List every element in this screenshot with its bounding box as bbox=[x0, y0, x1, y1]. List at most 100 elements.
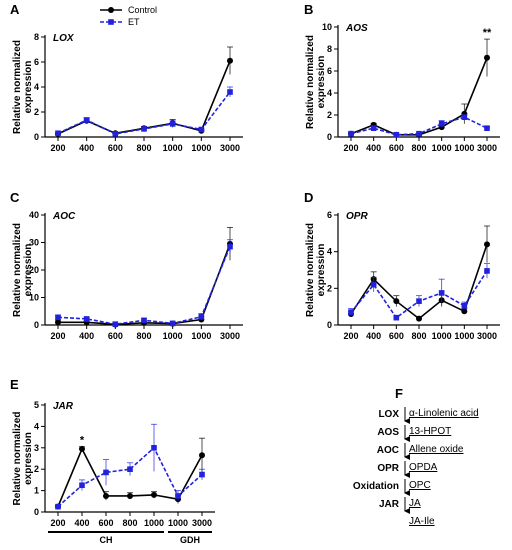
data-point bbox=[484, 125, 490, 131]
data-point bbox=[55, 130, 61, 137]
legend-marker-control bbox=[108, 7, 114, 13]
data-point bbox=[151, 491, 157, 498]
x-tick-label: 1000 bbox=[144, 518, 164, 528]
significance-mark: * bbox=[80, 435, 85, 447]
gene-label: OPR bbox=[346, 211, 368, 222]
y-tick-label: 20 bbox=[29, 265, 39, 275]
series-et bbox=[348, 114, 490, 138]
y-tick-label: 3 bbox=[34, 443, 39, 453]
x-tick-label: 600 bbox=[108, 331, 123, 341]
x-tick-label: 800 bbox=[136, 331, 151, 341]
y-axis-label-line: expression bbox=[23, 432, 34, 485]
x-tick-label: 1000 bbox=[163, 143, 183, 153]
y-tick-label: 0 bbox=[34, 132, 39, 142]
y-tick-label: 10 bbox=[29, 293, 39, 303]
x-tick-label: 200 bbox=[343, 143, 358, 153]
y-axis-label-line: Relative normalized bbox=[305, 223, 316, 317]
pathway-enzyme: OPR bbox=[377, 463, 399, 474]
data-point bbox=[83, 316, 90, 322]
data-point bbox=[393, 298, 400, 305]
x-tick-label: 400 bbox=[366, 331, 381, 341]
data-point bbox=[348, 309, 354, 315]
pathway-enzyme: AOS bbox=[377, 427, 399, 438]
data-point bbox=[175, 493, 181, 499]
x-tick-label: 200 bbox=[50, 518, 65, 528]
y-axis-label: Relative normalizedexpression bbox=[305, 223, 327, 317]
data-point bbox=[198, 313, 205, 320]
x-tick-label: 400 bbox=[79, 331, 94, 341]
y-tick-label: 0 bbox=[327, 320, 332, 330]
y-axis-label-line: Relative normalized bbox=[12, 412, 23, 506]
ja-pathway: Fα-Linolenic acid LOX 13-HPOT AOS Allene oxi… bbox=[353, 386, 479, 527]
x-tick-label: 1000 bbox=[191, 143, 211, 153]
legend-marker-et bbox=[108, 19, 114, 25]
y-axis-label: Relative normalizedexpression bbox=[12, 412, 34, 506]
x-tick-label: 1000 bbox=[432, 143, 452, 153]
significance-mark: ** bbox=[483, 27, 492, 39]
y-tick-label: 8 bbox=[327, 44, 332, 54]
x-tick-label: 200 bbox=[50, 331, 65, 341]
data-point bbox=[227, 243, 233, 250]
x-tick-label: 1000 bbox=[454, 143, 474, 153]
y-tick-label: 1 bbox=[34, 486, 39, 496]
pathway-enzyme: Oxidation bbox=[353, 481, 399, 492]
data-point bbox=[484, 54, 490, 61]
series-et bbox=[55, 423, 205, 510]
y-tick-label: 4 bbox=[34, 82, 39, 92]
pathway-metabolite: Allene oxide bbox=[409, 444, 464, 455]
y-tick-label: 2 bbox=[327, 110, 332, 120]
series-et bbox=[55, 86, 233, 137]
y-tick-label: 30 bbox=[29, 238, 39, 248]
series-control bbox=[348, 225, 490, 322]
x-tick-label: 800 bbox=[136, 143, 151, 153]
x-tick-label: 400 bbox=[74, 518, 89, 528]
data-point bbox=[103, 492, 109, 499]
series-line bbox=[57, 60, 231, 135]
data-point bbox=[127, 466, 133, 472]
data-point bbox=[151, 445, 157, 451]
x-tick-label: 1000 bbox=[163, 331, 183, 341]
legend: Control ET bbox=[100, 5, 157, 27]
x-tick-label: 1000 bbox=[191, 331, 211, 341]
x-tick-label: 800 bbox=[122, 518, 137, 528]
x-tick-label: 200 bbox=[343, 331, 358, 341]
x-tick-label: 1000 bbox=[432, 331, 452, 341]
pathway-metabolite: JA-Ile bbox=[409, 516, 435, 527]
gene-label: JAR bbox=[53, 401, 74, 412]
y-tick-label: 40 bbox=[29, 210, 39, 220]
data-point bbox=[112, 131, 119, 137]
y-tick-label: 4 bbox=[34, 421, 39, 431]
data-point bbox=[393, 132, 400, 138]
data-point bbox=[416, 298, 422, 304]
x-tick-label: 800 bbox=[411, 143, 426, 153]
x-tick-label: 400 bbox=[366, 143, 381, 153]
data-point bbox=[198, 126, 205, 133]
y-axis-label-line: Relative normalized bbox=[12, 40, 23, 134]
gene-label: LOX bbox=[53, 33, 75, 44]
data-point bbox=[127, 492, 133, 499]
data-point bbox=[169, 121, 176, 127]
x-tick-label: 600 bbox=[98, 518, 113, 528]
pathway-metabolite: OPDA bbox=[409, 462, 438, 473]
pathway-metabolite: OPC bbox=[409, 480, 431, 491]
data-point bbox=[393, 314, 400, 321]
legend-label-control: Control bbox=[128, 5, 157, 15]
data-point bbox=[199, 471, 205, 478]
group-label: GDH bbox=[180, 535, 200, 545]
legend-label-et: ET bbox=[128, 17, 140, 27]
data-point bbox=[79, 482, 85, 489]
gene-label: AOC bbox=[52, 211, 76, 222]
series-et bbox=[55, 239, 233, 327]
data-point bbox=[416, 130, 422, 137]
pathway-metabolite: α-Linolenic acid bbox=[409, 408, 479, 419]
y-tick-label: 2 bbox=[34, 107, 39, 117]
pathway-enzyme: JAR bbox=[379, 499, 400, 510]
data-point bbox=[169, 320, 176, 327]
data-point bbox=[484, 241, 490, 248]
group-label: CH bbox=[100, 535, 113, 545]
y-tick-label: 0 bbox=[34, 507, 39, 517]
